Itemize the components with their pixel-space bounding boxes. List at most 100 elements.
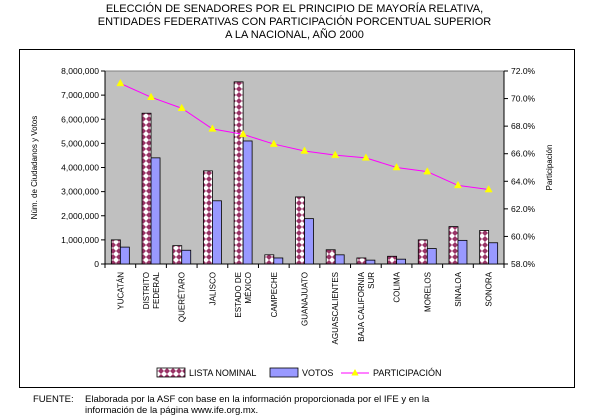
category-label: QUERÉTARO xyxy=(178,272,187,322)
title-line: ENTIDADES FEDERATIVAS CON PARTICIPACIÓN … xyxy=(97,16,492,28)
point-participacion xyxy=(361,153,370,161)
bar-votos xyxy=(119,246,130,265)
bar-lista-nominal xyxy=(110,239,121,265)
category-label-line: YUCATÁN xyxy=(116,272,125,310)
bar-votos xyxy=(150,157,161,265)
category-label-line: BAJA CALIFORNIA xyxy=(357,271,366,341)
category-label-line: JALISCO xyxy=(208,272,217,305)
point-participacion xyxy=(423,167,432,175)
category-label-line: MORELOS xyxy=(423,272,432,312)
y-tick-label: 5,000,000 xyxy=(61,138,99,148)
legend-label-participacion: PARTICIPACIÓN xyxy=(373,368,442,378)
category-label-line: AGUASCALIENTES xyxy=(331,272,340,344)
bar-lista-nominal xyxy=(203,170,213,265)
y-tick-label: 2,000,000 xyxy=(61,211,99,221)
category-label: SONORA xyxy=(485,271,494,306)
bar-lista-nominal xyxy=(264,254,275,265)
chart-title: ELECCIÓN DE SENADORES POR EL PRINCIPIO D… xyxy=(0,3,589,42)
y-tick-label: 7,000,000 xyxy=(61,90,99,100)
category-label: MORELOS xyxy=(423,272,432,312)
source-line-2: información de la página www.ife.org.mx. xyxy=(85,405,259,416)
bar-lista-nominal xyxy=(172,245,183,265)
source-line-1: Elaborada por la ASF con base en la info… xyxy=(85,394,430,405)
y2-axis-title: Participación xyxy=(545,145,554,191)
bar-lista-nominal xyxy=(233,81,244,265)
bar-lista-nominal xyxy=(387,255,397,265)
point-participacion xyxy=(453,180,462,189)
bar-votos xyxy=(212,200,222,265)
bar-votos xyxy=(426,248,437,265)
bar-lista-nominal xyxy=(141,112,152,265)
bar-lista-nominal xyxy=(356,257,367,265)
legend-swatch-lista-nominal xyxy=(156,367,186,378)
category-label: AGUASCALIENTES xyxy=(331,272,340,344)
category-label-line: SINALOA xyxy=(454,271,463,306)
category-label-line: CAMPECHE xyxy=(270,272,279,317)
category-label-line: SUR xyxy=(367,272,376,289)
point-participacion xyxy=(484,185,493,193)
y2-tick-label: 58.0% xyxy=(511,259,536,269)
category-label: SINALOA xyxy=(454,271,463,306)
y2-tick-label: 70.0% xyxy=(511,94,536,104)
bar-lista-nominal xyxy=(295,196,305,265)
point-participacion xyxy=(239,129,248,138)
legend-label-lista-nominal: LISTA NOMINAL xyxy=(189,368,256,378)
legend-swatch-participacion-marker xyxy=(351,369,359,376)
y2-tick-label: 66.0% xyxy=(511,149,536,159)
bar-votos xyxy=(396,258,406,265)
legend-swatch-votos xyxy=(269,367,299,378)
y2-tick-label: 62.0% xyxy=(511,204,536,214)
source-label: FUENTE: xyxy=(33,394,74,405)
bar-lista-nominal xyxy=(417,239,428,265)
bar-votos xyxy=(181,249,192,265)
y2-tick-label: 72.0% xyxy=(511,66,536,76)
title-line: ELECCIÓN DE SENADORES POR EL PRINCIPIO D… xyxy=(105,3,484,15)
legend-label-votos: VOTOS xyxy=(302,368,333,378)
y2-tick-label: 60.0% xyxy=(511,231,536,241)
point-participacion xyxy=(177,103,186,111)
point-participacion xyxy=(392,162,401,171)
category-label: DISTRITO FEDERAL xyxy=(142,271,161,309)
category-label: GUANAJUATO xyxy=(301,272,310,326)
category-label-line: ESTADO DE xyxy=(234,272,243,318)
bar-votos xyxy=(242,140,253,265)
title-line: A LA NACIONAL, AÑO 2000 xyxy=(225,29,364,41)
y-tick-label: 4,000,000 xyxy=(61,163,99,173)
category-label: CAMPECHE xyxy=(270,272,279,317)
point-participacion xyxy=(208,124,217,132)
y-tick-label: 8,000,000 xyxy=(61,66,99,76)
bar-lista-nominal xyxy=(325,249,336,265)
y2-tick-label: 64.0% xyxy=(511,176,536,186)
category-label: COLIMA xyxy=(393,271,402,302)
category-label-line: MÉXICO xyxy=(244,272,253,304)
category-label: YUCATÁN xyxy=(116,272,125,310)
bar-votos xyxy=(457,239,468,265)
y-axis-title: Núm. de Ciudadanos y Votos xyxy=(30,116,39,220)
category-label: BAJA CALIFORNIA SUR xyxy=(357,271,376,341)
category-label-line: COLIMA xyxy=(393,271,402,302)
point-participacion xyxy=(147,92,156,100)
bar-lista-nominal xyxy=(479,230,490,265)
category-label-line: GUANAJUATO xyxy=(301,272,310,326)
bar-votos xyxy=(334,254,345,265)
bar-votos xyxy=(488,242,499,265)
chart-svg: 0 1,000,000 2,000,000 3,000,000 4,000,000 5,0… xyxy=(30,66,554,378)
y-tick-label: 0 xyxy=(94,259,99,269)
point-participacion xyxy=(116,78,125,87)
point-participacion xyxy=(331,150,340,158)
point-participacion xyxy=(300,146,309,154)
chart-frame: 0 1,000,000 2,000,000 3,000,000 4,000,000 5,0… xyxy=(19,49,575,388)
category-label-line: SONORA xyxy=(485,271,494,306)
category-label-line: FEDERAL xyxy=(152,271,161,308)
category-label-line: DISTRITO xyxy=(142,272,151,309)
y2-tick-label: 68.0% xyxy=(511,121,536,131)
source-note: FUENTE: Elaborada por la ASF con base en … xyxy=(33,394,429,416)
bar-lista-nominal xyxy=(448,226,459,265)
category-label: ESTADO DE MÉXICO xyxy=(234,272,253,318)
point-participacion xyxy=(269,139,278,147)
category-label-line: QUERÉTARO xyxy=(178,272,187,322)
category-label: JALISCO xyxy=(208,272,217,305)
y-tick-label: 3,000,000 xyxy=(61,187,99,197)
bar-votos xyxy=(273,257,284,265)
y-tick-label: 6,000,000 xyxy=(61,114,99,124)
